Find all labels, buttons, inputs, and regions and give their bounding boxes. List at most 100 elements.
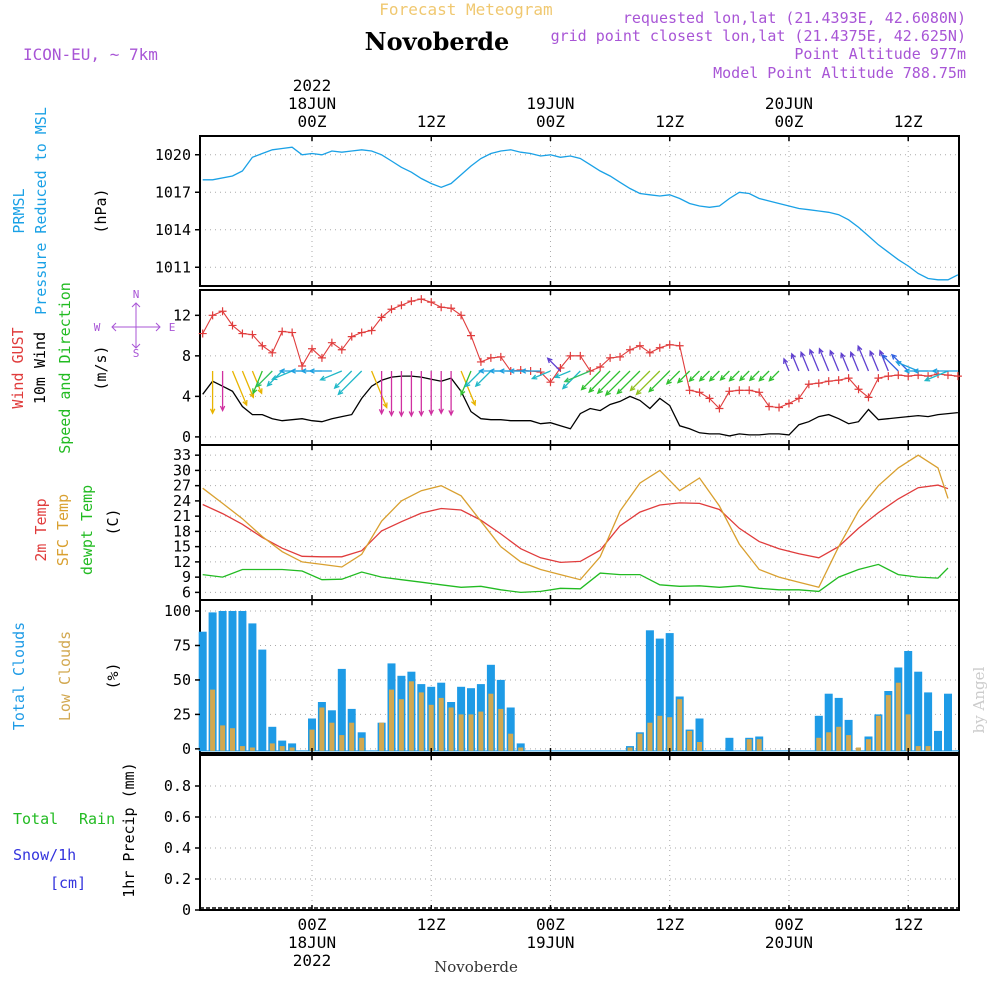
wind-direction-arrow [530, 370, 551, 380]
wind-gust-point [317, 353, 326, 362]
wind-direction-arrow [546, 357, 561, 372]
total-cloud-bar [924, 692, 933, 751]
wind-gust-point [347, 332, 356, 341]
low-cloud-bar [846, 735, 852, 751]
y-tick-label: 12 [173, 553, 191, 571]
total-cloud-bar [814, 715, 823, 751]
time-label-bottom: 2022 [293, 951, 332, 970]
wind-direction-arrow [588, 370, 611, 394]
low-cloud-bar [488, 693, 494, 751]
low-cloud-bar [478, 711, 484, 751]
wind-direction-arrow [840, 352, 850, 372]
low-cloud-bar [915, 746, 921, 751]
wind-direction-arrow [308, 368, 332, 374]
compass-icon [111, 302, 161, 349]
time-label-bottom: 19JUN [526, 933, 574, 952]
y-tick-label: 6 [182, 583, 191, 601]
wind-gust-point [953, 372, 962, 381]
wind-gust-point [238, 329, 247, 338]
total-cloud-bar [655, 638, 664, 751]
temp-2m-line [202, 484, 949, 564]
total-cloud-bar [258, 649, 267, 751]
wind-direction-arrow [857, 344, 870, 372]
time-label-bottom: 12Z [894, 915, 923, 934]
wind-gust-point [337, 345, 346, 354]
low-cloud-bar [408, 681, 414, 751]
wind-gust-point [387, 305, 396, 314]
low-cloud-bar [239, 746, 245, 751]
low-cloud-bar [687, 730, 693, 751]
temp-dewpt-line [202, 563, 949, 594]
wind-gust-point [645, 348, 654, 357]
time-label-bottom: 00Z [536, 915, 565, 934]
wind-direction-arrow [398, 371, 405, 418]
time-label-top: 2022 [293, 76, 332, 95]
model-altitude: Model Point Altitude 788.75m [713, 64, 966, 82]
time-label-top: 20JUN [765, 94, 813, 113]
wind-gust-point [784, 399, 793, 408]
total-cloud-bar [288, 743, 297, 751]
wind-gust-point [576, 351, 585, 360]
y-tick-label: 100 [164, 602, 191, 620]
wind-gust-point [546, 378, 555, 387]
low-cloud-bar [925, 746, 931, 751]
y-tick-label: 50 [173, 671, 191, 689]
wind-gust-point [745, 386, 754, 395]
wind-direction-arrow [869, 349, 880, 372]
total-cloud-bar [238, 611, 247, 751]
temp-label-2: SFC Temp [54, 494, 72, 566]
wind-direction-arrow [460, 370, 477, 407]
wind-gust-point [884, 372, 893, 381]
wind-gust-point [496, 352, 505, 361]
total-cloud-bar [218, 611, 227, 751]
wind-direction-arrow [849, 350, 860, 372]
total-cloud-bar [228, 611, 237, 751]
low-cloud-bar [647, 722, 653, 751]
y-tick-label: 12 [173, 306, 191, 324]
wind-direction-arrow [519, 368, 541, 374]
wind-direction-arrow [474, 370, 492, 388]
wind-gust-point [844, 374, 853, 383]
wind-gust-point [715, 404, 724, 413]
low-cloud-bar [339, 735, 345, 751]
wind-direction-arrow [408, 371, 415, 418]
wind-gust-point [258, 341, 267, 350]
wind-gust-point [457, 311, 466, 320]
wind-direction-arrow [879, 349, 889, 372]
precip-label-snow: Snow/1h [13, 846, 76, 864]
wind-gust-point [586, 367, 595, 376]
total-cloud-bar [695, 718, 704, 751]
low-cloud-bar [637, 733, 643, 751]
wind-direction-arrow [748, 370, 760, 382]
wind-direction-arrow [758, 370, 770, 382]
wind-direction-arrow [255, 370, 273, 388]
low-cloud-bar [895, 682, 901, 751]
wind-direction-arrow [768, 370, 780, 382]
y-tick-label: 0 [182, 428, 191, 446]
wind-direction-arrow [448, 371, 454, 417]
temp-label-1: 2m Temp [32, 498, 50, 561]
panel-frames [199, 135, 960, 911]
low-cloud-bar [746, 739, 752, 751]
low-cloud-bar [905, 714, 911, 751]
wind-direction-arrow [418, 371, 425, 417]
watermark: by Angel [970, 666, 988, 733]
low-cloud-bar [398, 699, 404, 751]
cloud-unit: (%) [104, 662, 122, 689]
wind-label-3: Speed and Direction [56, 282, 74, 454]
wind-gust-point [794, 394, 803, 403]
wind-direction-arrow [209, 371, 216, 415]
low-cloud-bar [230, 728, 235, 751]
compass-south: S [133, 347, 140, 360]
wind-gust-point [278, 327, 287, 336]
wind-gust-point [407, 297, 416, 306]
wind-gust-point [288, 328, 297, 337]
wind-gust-point [447, 304, 456, 313]
model-label: ICON-EU, ~ 7km [23, 45, 158, 64]
wind-gust-point [616, 352, 625, 361]
y-tick-label: 1017 [155, 183, 191, 201]
wind-gust-point [635, 341, 644, 350]
total-cloud-bar [665, 633, 674, 751]
cloud-label-2: Low Clouds [56, 631, 74, 721]
wind-gust-point [765, 402, 774, 411]
